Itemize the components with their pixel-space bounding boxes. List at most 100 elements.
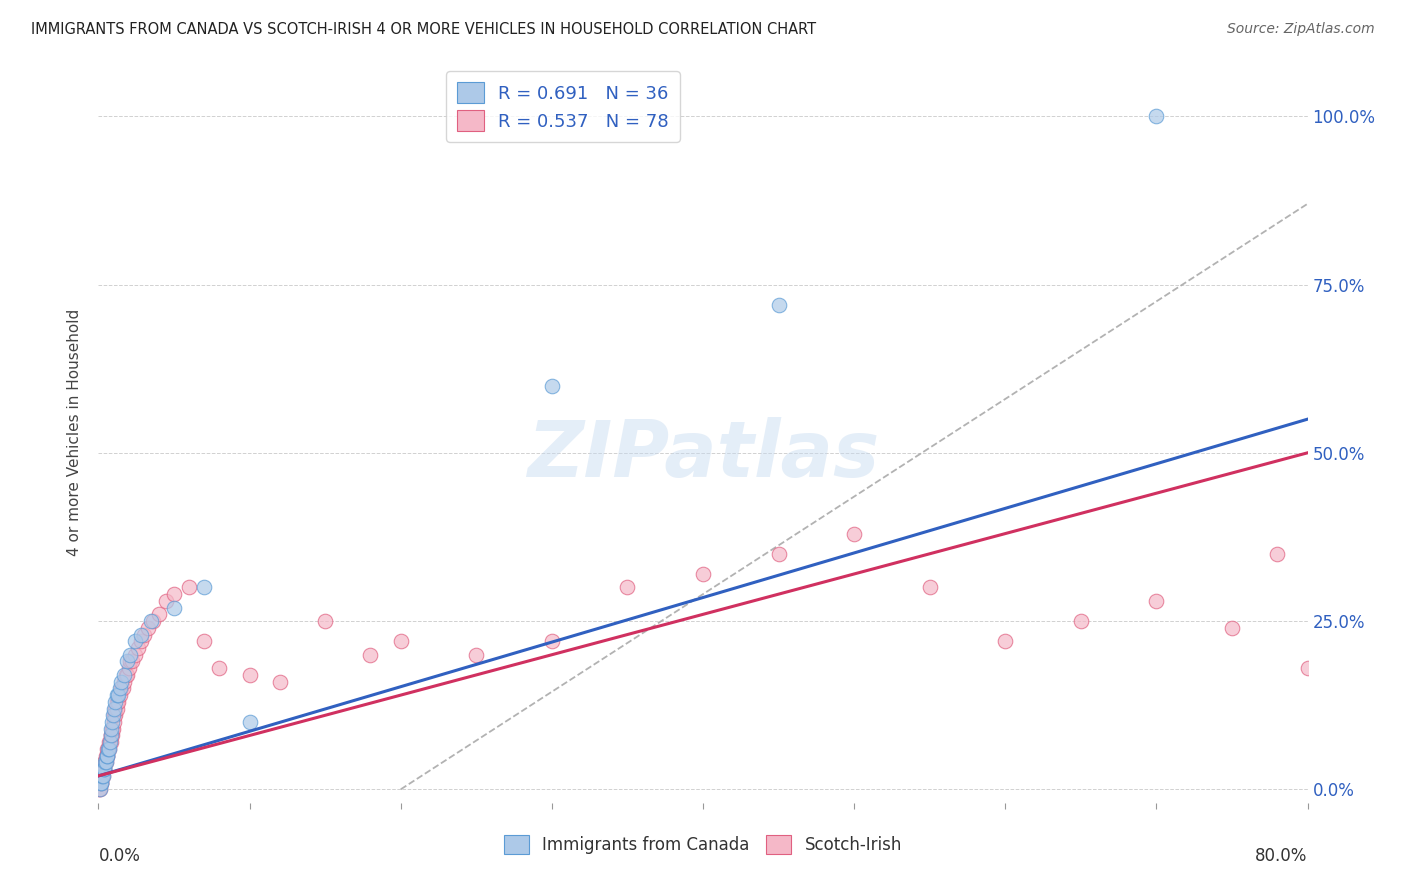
Point: [127, 640, 149, 655]
Point: [103, 714, 125, 729]
Point: [98, 742, 121, 756]
Point: [844, 526, 866, 541]
Text: 80.0%: 80.0%: [1256, 847, 1308, 865]
Point: [155, 594, 177, 608]
Point: [100, 729, 122, 743]
Point: [91, 762, 114, 776]
Point: [107, 688, 129, 702]
Point: [193, 581, 215, 595]
Text: 0.0%: 0.0%: [98, 847, 141, 865]
Point: [110, 681, 132, 696]
Point: [148, 607, 170, 622]
Point: [389, 634, 412, 648]
Point: [110, 674, 132, 689]
Point: [96, 742, 118, 756]
Point: [100, 722, 122, 736]
Point: [1146, 594, 1168, 608]
Point: [98, 742, 121, 756]
Point: [101, 729, 124, 743]
Point: [90, 769, 112, 783]
Point: [540, 634, 562, 648]
Point: [101, 708, 124, 723]
Point: [96, 748, 118, 763]
Point: [94, 748, 117, 763]
Point: [93, 756, 115, 770]
Point: [90, 775, 112, 789]
Point: [90, 775, 112, 789]
Point: [1146, 109, 1168, 123]
Point: [93, 762, 115, 776]
Point: [1372, 729, 1395, 743]
Point: [136, 621, 159, 635]
Point: [94, 756, 117, 770]
Point: [94, 756, 117, 770]
Point: [360, 648, 382, 662]
Point: [89, 782, 111, 797]
Point: [115, 668, 138, 682]
Point: [124, 634, 146, 648]
Point: [1267, 547, 1289, 561]
Point: [132, 627, 155, 641]
Point: [1220, 621, 1243, 635]
Point: [98, 735, 121, 749]
Point: [90, 775, 112, 789]
Point: [107, 695, 129, 709]
Point: [108, 681, 131, 696]
Y-axis label: 4 or more Vehicles in Household: 4 or more Vehicles in Household: [67, 309, 83, 557]
Point: [129, 627, 152, 641]
Point: [768, 298, 790, 312]
Point: [101, 722, 124, 736]
Point: [141, 614, 163, 628]
Point: [91, 769, 114, 783]
Point: [97, 742, 120, 756]
Point: [100, 729, 122, 743]
Point: [1070, 614, 1092, 628]
Point: [105, 701, 128, 715]
Point: [98, 735, 121, 749]
Point: [1327, 748, 1350, 763]
Point: [104, 701, 127, 715]
Point: [994, 634, 1017, 648]
Point: [616, 581, 638, 595]
Point: [465, 648, 488, 662]
Point: [124, 648, 146, 662]
Point: [91, 769, 114, 783]
Point: [100, 735, 122, 749]
Point: [93, 762, 115, 776]
Point: [163, 600, 186, 615]
Point: [94, 756, 117, 770]
Point: [101, 722, 124, 736]
Point: [90, 775, 112, 789]
Point: [163, 587, 186, 601]
Point: [918, 581, 941, 595]
Point: [142, 614, 165, 628]
Point: [89, 782, 111, 797]
Point: [100, 729, 122, 743]
Point: [768, 547, 790, 561]
Point: [269, 674, 291, 689]
Point: [114, 668, 136, 682]
Point: [120, 655, 142, 669]
Point: [179, 581, 201, 595]
Point: [96, 748, 118, 763]
Point: [96, 748, 118, 763]
Point: [105, 695, 128, 709]
Point: [89, 782, 111, 797]
Point: [93, 762, 115, 776]
Point: [97, 742, 120, 756]
Point: [239, 668, 262, 682]
Point: [98, 735, 121, 749]
Point: [103, 708, 125, 723]
Point: [239, 714, 262, 729]
Point: [112, 674, 135, 689]
Point: [692, 566, 714, 581]
Point: [96, 748, 118, 763]
Point: [193, 634, 215, 648]
Text: IMMIGRANTS FROM CANADA VS SCOTCH-IRISH 4 OR MORE VEHICLES IN HOUSEHOLD CORRELATI: IMMIGRANTS FROM CANADA VS SCOTCH-IRISH 4…: [31, 22, 815, 37]
Text: ZIPatlas: ZIPatlas: [527, 417, 879, 493]
Point: [208, 661, 231, 675]
Legend: Immigrants from Canada, Scotch-Irish: Immigrants from Canada, Scotch-Irish: [498, 829, 908, 861]
Point: [129, 634, 152, 648]
Point: [91, 769, 114, 783]
Point: [112, 668, 135, 682]
